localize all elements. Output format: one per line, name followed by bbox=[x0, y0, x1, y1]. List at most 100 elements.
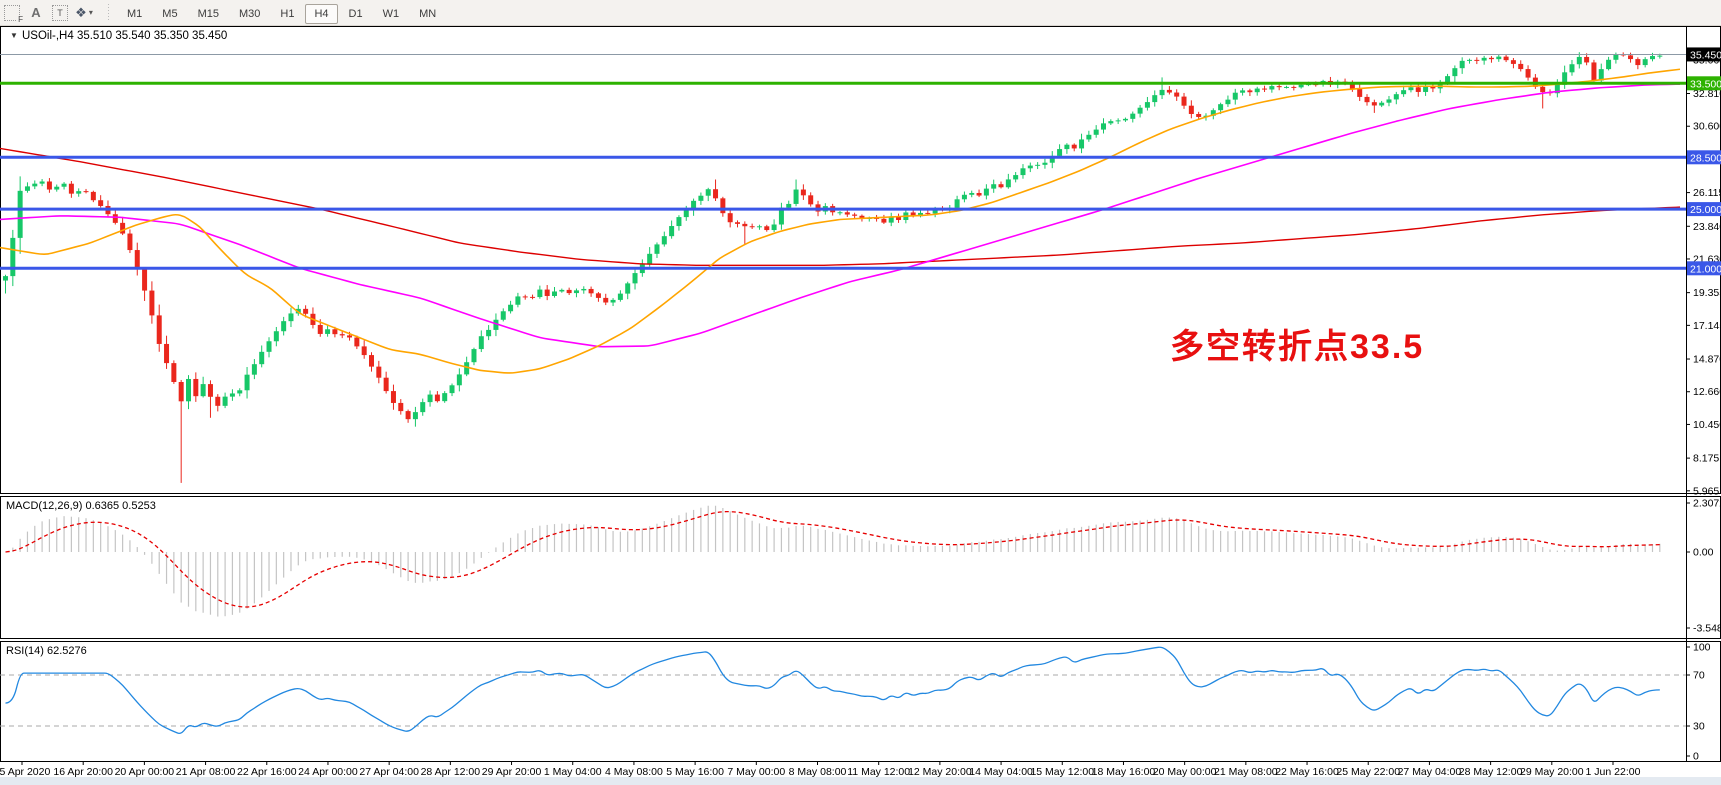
collapse-triangle-icon: ▼ bbox=[10, 31, 18, 40]
rsi-axis-label: 100 bbox=[1693, 642, 1711, 654]
time-label: 22 May 16:00 bbox=[1275, 766, 1339, 778]
candle-body bbox=[691, 200, 697, 210]
time-label: 16 Apr 20:00 bbox=[53, 766, 113, 778]
arrow-objects-icon[interactable]: ❖ ▾ bbox=[75, 4, 93, 20]
macd-axis-label: 0.00 bbox=[1693, 547, 1714, 559]
candle-body bbox=[617, 293, 623, 300]
candle-body bbox=[1371, 102, 1377, 106]
candle-body bbox=[1093, 129, 1099, 135]
timeframe-button-h1[interactable]: H1 bbox=[280, 7, 295, 20]
candle-body bbox=[1613, 54, 1619, 60]
candle-body bbox=[1108, 121, 1114, 124]
timeframe-button-m1[interactable]: M1 bbox=[127, 7, 143, 20]
time-label: 1 May 04:00 bbox=[544, 766, 602, 778]
time-label: 15 Apr 2020 bbox=[0, 766, 50, 778]
timeframe-button-w1[interactable]: W1 bbox=[382, 7, 400, 20]
candle-body bbox=[756, 226, 762, 228]
candle-body bbox=[918, 212, 923, 217]
candle-body bbox=[647, 253, 653, 265]
candle-body bbox=[1057, 149, 1063, 156]
candle-body bbox=[83, 191, 89, 193]
candle-body bbox=[390, 391, 396, 403]
price-label: 17.145 bbox=[1693, 320, 1721, 332]
text-a-icon[interactable]: A bbox=[31, 5, 41, 20]
rsi-axis-label: 0 bbox=[1693, 751, 1699, 763]
candle-body bbox=[1474, 59, 1480, 61]
candle-body bbox=[1393, 94, 1399, 100]
candle-body bbox=[1254, 88, 1260, 93]
candle-body bbox=[61, 183, 67, 187]
candle-body bbox=[54, 186, 60, 190]
candle-body bbox=[1606, 59, 1612, 70]
candle-body bbox=[1525, 69, 1531, 78]
timeframe-button-m5[interactable]: M5 bbox=[162, 7, 178, 20]
candle-body bbox=[573, 290, 579, 294]
red-annotation-text: 多空转折点33.5 bbox=[1170, 328, 1424, 366]
candle-body bbox=[544, 289, 550, 296]
candle-body bbox=[186, 378, 191, 402]
current-price-box-text: 35.450 bbox=[1690, 49, 1721, 61]
candle-body bbox=[1240, 90, 1246, 93]
candle-body bbox=[859, 215, 865, 219]
price-label: 30.600 bbox=[1693, 121, 1721, 133]
candle-body bbox=[398, 402, 404, 412]
candle-body bbox=[1642, 59, 1648, 66]
candle-body bbox=[1013, 175, 1019, 180]
time-label: 7 May 00:00 bbox=[727, 766, 785, 778]
text-label-icon[interactable]: T bbox=[49, 3, 71, 22]
candle-body bbox=[193, 378, 199, 397]
candle-body bbox=[969, 192, 975, 195]
macd-header-label: MACD(12,26,9) 0.6365 0.5253 bbox=[6, 500, 156, 512]
candle-body bbox=[1079, 139, 1085, 149]
panel-frame-1 bbox=[0, 496, 1721, 639]
candle-body bbox=[1503, 56, 1509, 61]
blue-level-box-1-text: 28.500 bbox=[1690, 152, 1721, 164]
candle-body bbox=[1481, 57, 1487, 61]
time-label: 4 May 08:00 bbox=[605, 766, 663, 778]
candle-body bbox=[500, 311, 506, 320]
candle-body bbox=[896, 216, 902, 221]
candle-body bbox=[76, 191, 82, 194]
candle-body bbox=[339, 334, 345, 336]
timeframe-button-m15[interactable]: M15 bbox=[197, 7, 219, 20]
indicator-frame-icon[interactable]: F bbox=[1, 3, 24, 24]
price-label: 26.115 bbox=[1693, 187, 1721, 199]
candle-body bbox=[142, 269, 148, 291]
candle-body bbox=[1415, 87, 1421, 92]
price-label: 12.660 bbox=[1693, 386, 1721, 398]
candle-body bbox=[369, 355, 374, 367]
candle-body bbox=[303, 308, 309, 314]
candle-body bbox=[844, 212, 850, 215]
candle-body bbox=[1657, 55, 1663, 57]
candle-body bbox=[1569, 64, 1575, 73]
candle-body bbox=[376, 366, 382, 378]
candle-body bbox=[354, 337, 360, 347]
timeframe-button-h4[interactable]: H4 bbox=[305, 3, 338, 24]
timeframe-button-d1[interactable]: D1 bbox=[348, 7, 363, 20]
candle-body bbox=[171, 363, 177, 382]
time-label: 20 Apr 00:00 bbox=[115, 766, 175, 778]
candle-body bbox=[1188, 105, 1194, 114]
candle-body bbox=[1518, 63, 1524, 70]
candle-body bbox=[486, 329, 492, 337]
candle-body bbox=[1042, 162, 1048, 165]
timeframe-button-mn[interactable]: MN bbox=[419, 7, 437, 20]
ma-fast-orange-line bbox=[0, 68, 1681, 374]
candle-body bbox=[559, 289, 565, 292]
time-label: 28 May 12:00 bbox=[1459, 766, 1523, 778]
time-label: 28 Apr 12:00 bbox=[421, 766, 481, 778]
candle-body bbox=[251, 364, 257, 375]
timeframe-button-m30[interactable]: M30 bbox=[238, 7, 261, 20]
candle-body bbox=[1445, 76, 1451, 84]
candle-body bbox=[3, 276, 8, 281]
time-label: 24 Apr 00:00 bbox=[298, 766, 358, 778]
candle-body bbox=[383, 377, 389, 392]
candle-body bbox=[786, 203, 792, 208]
price-label: 14.870 bbox=[1693, 354, 1721, 366]
candle-body bbox=[1130, 113, 1136, 119]
candle-body bbox=[215, 396, 221, 406]
